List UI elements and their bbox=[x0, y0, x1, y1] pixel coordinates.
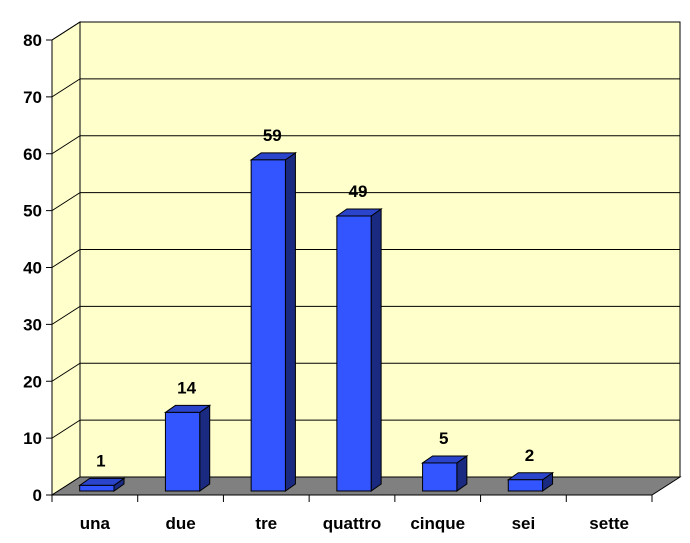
bar-side bbox=[199, 404, 211, 492]
y-tick-label: 40 bbox=[23, 259, 42, 278]
gridline-side bbox=[51, 192, 81, 212]
bar-tre bbox=[250, 159, 286, 492]
gridline-side bbox=[51, 249, 81, 268]
bar-cinque bbox=[422, 462, 458, 492]
y-tick-label: 10 bbox=[23, 429, 42, 448]
data-label-una: 1 bbox=[96, 451, 105, 470]
y-tick-label: 0 bbox=[33, 486, 42, 505]
data-label-tre: 59 bbox=[263, 126, 282, 145]
y-tick-label: 70 bbox=[23, 88, 42, 107]
y-tick-label: 20 bbox=[23, 372, 42, 391]
data-label-due: 14 bbox=[177, 378, 196, 397]
y-tick-label: 60 bbox=[23, 145, 42, 164]
x-tick-label-sei: sei bbox=[512, 514, 536, 533]
y-tick-label: 30 bbox=[23, 315, 42, 334]
bar-side bbox=[370, 208, 382, 492]
data-label-sei: 2 bbox=[525, 446, 534, 465]
x-tick-label-due: due bbox=[165, 514, 195, 533]
bar-due bbox=[164, 411, 201, 492]
x-tick-label-una: una bbox=[80, 514, 111, 533]
bar-una bbox=[79, 484, 115, 492]
bar-quattro bbox=[336, 215, 372, 492]
x-tick-label-cinque: cinque bbox=[410, 514, 465, 533]
gridline-side bbox=[51, 419, 81, 439]
x-tick-label-sette: sette bbox=[589, 514, 629, 533]
y-tick-label: 80 bbox=[23, 31, 42, 50]
gridline-side bbox=[51, 21, 81, 41]
bars bbox=[78, 151, 555, 492]
y-tick-label: 50 bbox=[23, 202, 42, 221]
gridline-side bbox=[51, 135, 81, 155]
data-label-cinque: 5 bbox=[439, 429, 448, 448]
gridline-side bbox=[51, 78, 81, 98]
data-label-quattro: 49 bbox=[349, 182, 368, 201]
labels: 1 una 14 due 59 tre 49 quattro 5 cinque 2 sei sette bbox=[80, 126, 629, 533]
gridline-side bbox=[51, 362, 81, 382]
gridline-side bbox=[51, 305, 81, 325]
bar-side bbox=[284, 151, 296, 492]
x-tick-label-tre: tre bbox=[255, 514, 277, 533]
x-tick-label-quattro: quattro bbox=[323, 514, 382, 533]
bar-sei bbox=[507, 479, 544, 492]
axes: 0 10 20 30 40 50 60 70 80 bbox=[23, 31, 653, 505]
